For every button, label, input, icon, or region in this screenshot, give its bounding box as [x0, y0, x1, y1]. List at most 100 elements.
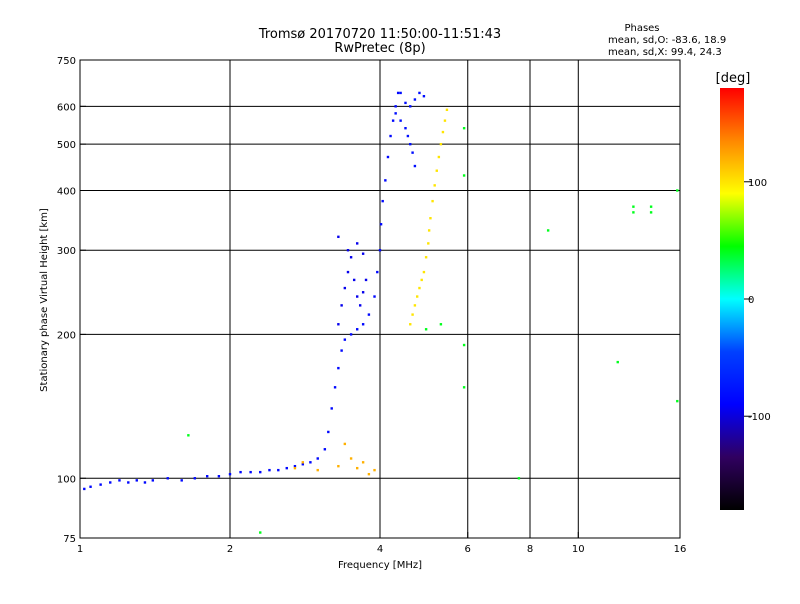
- data-point: [443, 119, 447, 122]
- data-point: [337, 464, 340, 468]
- data-point: [389, 134, 392, 138]
- data-point: [364, 278, 368, 282]
- data-point: [151, 479, 155, 482]
- y-tick-label: 300: [57, 246, 76, 257]
- data-point: [309, 461, 312, 464]
- data-point: [259, 470, 262, 474]
- data-point: [217, 475, 221, 478]
- data-point: [413, 304, 417, 307]
- data-point: [378, 249, 382, 252]
- data-point: [386, 155, 390, 159]
- y-tick-label: 750: [57, 56, 76, 67]
- data-point: [411, 313, 414, 316]
- data-point: [118, 479, 121, 482]
- chart-title: Tromsø 20170720 11:50:00-11:51:43: [258, 27, 501, 42]
- data-point: [384, 179, 387, 182]
- colorbar: [720, 88, 744, 510]
- x-tick-label: 4: [377, 544, 383, 555]
- x-axis-ticks: 1 2 4 6 8 10 16: [77, 532, 687, 555]
- data-point: [205, 475, 209, 478]
- y-axis-ticks: 75 100 200 300 400 500 600 750: [57, 56, 86, 545]
- data-point: [193, 477, 197, 480]
- legend-x-stats: mean, sd,X: 99.4, 24.3: [608, 47, 722, 58]
- colorbar-label: [deg]: [716, 71, 751, 86]
- data-point: [411, 151, 414, 154]
- data-point: [355, 328, 359, 331]
- data-point: [367, 472, 371, 476]
- data-point: [429, 217, 432, 220]
- data-point: [355, 242, 359, 245]
- data-point: [373, 295, 376, 298]
- data-point: [352, 278, 356, 282]
- data-point: [437, 155, 441, 159]
- data-point: [337, 235, 340, 239]
- data-point: [409, 142, 412, 146]
- legend-o-stats: mean, sd,O: -83.6, 18.9: [608, 35, 726, 46]
- y-tick-label: 400: [57, 186, 76, 197]
- chart-subtitle: RwPretec (8p): [334, 41, 425, 56]
- data-point: [427, 242, 430, 245]
- data-point: [361, 461, 365, 464]
- data-point: [346, 249, 350, 252]
- data-point: [293, 466, 297, 470]
- data-point: [301, 463, 305, 466]
- y-tick-label: 500: [57, 140, 76, 151]
- data-point: [343, 338, 347, 341]
- data-point: [316, 468, 319, 472]
- data-point: [409, 323, 412, 326]
- data-point: [285, 466, 288, 470]
- x-tick-label: 1: [77, 544, 83, 555]
- data-point: [135, 479, 138, 482]
- x-tick-label: 16: [674, 544, 687, 555]
- data-point: [413, 98, 417, 101]
- data-point: [676, 189, 679, 192]
- data-point: [441, 130, 445, 134]
- data-point: [649, 211, 653, 214]
- data-point: [649, 205, 653, 208]
- data-point: [424, 328, 428, 331]
- data-point: [462, 126, 466, 130]
- data-point: [404, 126, 407, 130]
- data-point: [361, 323, 365, 326]
- y-tick-label: 75: [63, 534, 76, 545]
- data-point: [180, 479, 183, 482]
- legend-title: Phases: [624, 23, 659, 34]
- data-point: [431, 199, 434, 203]
- data-point: [376, 270, 379, 274]
- data-point: [349, 457, 353, 460]
- data-point: [83, 487, 86, 491]
- data-point: [330, 407, 333, 410]
- data-point: [379, 223, 383, 226]
- data-point: [415, 295, 419, 298]
- data-point: [418, 91, 421, 95]
- x-tick-label: 6: [465, 544, 471, 555]
- data-point: [109, 481, 112, 484]
- data-point: [445, 108, 449, 112]
- data-point: [346, 270, 350, 274]
- data-point: [632, 211, 635, 214]
- data-point: [349, 333, 353, 336]
- data-point: [546, 229, 550, 232]
- x-axis-label: Frequency [MHz]: [338, 560, 422, 571]
- data-point: [301, 461, 305, 464]
- x-tick-label: 10: [572, 544, 585, 555]
- data-point: [343, 286, 347, 290]
- data-point: [394, 112, 397, 115]
- data-point: [433, 184, 436, 187]
- data-point: [462, 174, 466, 177]
- data-point: [391, 119, 395, 122]
- data-point: [439, 323, 443, 326]
- data-point: [187, 434, 190, 437]
- data-point: [427, 229, 431, 232]
- grid-lines: [80, 60, 680, 538]
- data-point: [676, 399, 679, 403]
- data-point: [89, 485, 92, 488]
- data-point: [166, 477, 169, 480]
- data-point: [327, 430, 330, 434]
- data-point: [127, 481, 130, 484]
- data-point: [616, 360, 619, 364]
- data-point: [418, 286, 421, 290]
- data-point: [439, 142, 443, 146]
- y-axis-label: Stationary phase Virtual Height [km]: [39, 208, 50, 392]
